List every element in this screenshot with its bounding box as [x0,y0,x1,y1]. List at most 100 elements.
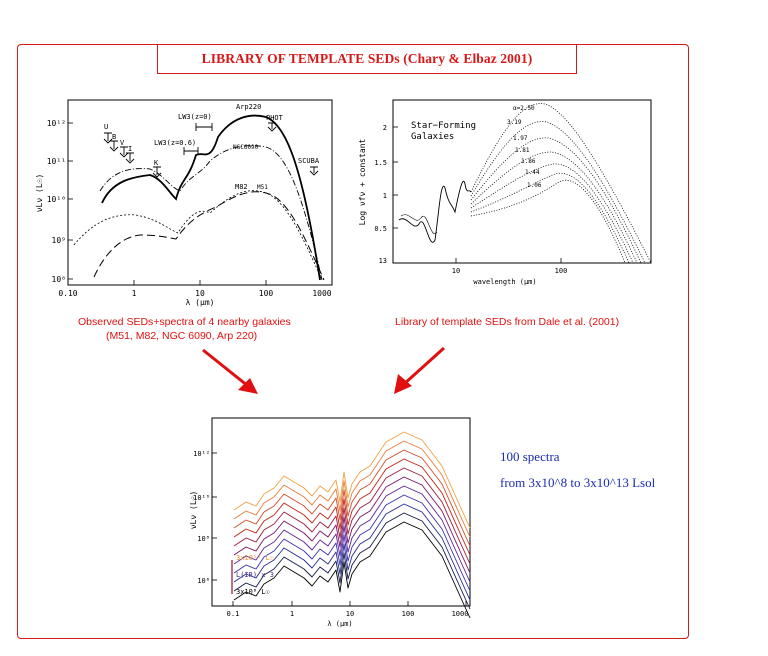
template-line [233,476,471,574]
x-tick-label: 100 [555,267,568,275]
x-tick-label: 1 [132,289,137,298]
template-curve [470,103,652,264]
u-band-label: U [104,123,108,131]
phot-marker [267,122,277,132]
template-line [233,512,471,610]
lw3-z0-bar [195,123,213,131]
legend-mid-label: L(IR) x 3 [236,571,274,579]
x-tick-label: 10 [346,610,354,618]
x-axis-label: λ (μm) [327,620,352,628]
template-lines [233,431,471,619]
x-tick-label: 10 [195,289,205,298]
left-arrow [202,348,258,394]
panel-label: Galaxies [411,132,454,142]
y-tick-label: 10⁸ [197,535,210,543]
k-band-marker [152,166,162,178]
phot-label: PHOT [266,114,284,122]
legend-top-label: 3x10¹³ L☉ [236,554,274,562]
right-arrow [394,346,446,394]
x-axis-label: wavelength (μm) [473,278,536,286]
y-tick-label: 10⁸ [52,275,66,284]
plot-frame [211,417,471,607]
template-line [233,485,471,583]
x-tick-label: 1000 [452,610,469,618]
ngc6090-sed-line [99,145,323,281]
i-band-marker [125,152,135,164]
m82-label: M82 [235,183,248,191]
caption-line: Observed SEDs+spectra of 4 nearby galaxi… [78,316,291,328]
alpha-label: 1.06 [527,182,542,189]
template-curve [470,151,638,264]
panel-label: Star−Forming [411,121,476,131]
alpha-label: α=2.50 [513,105,535,112]
b-band-marker [109,140,119,152]
x-tick-label: 100 [402,610,415,618]
right-panel-caption: Library of template SEDs from Dale et al… [395,316,620,328]
arp220-sed-line [101,114,321,281]
i-band-label: I [128,145,132,153]
template-pah-region [398,180,472,243]
scuba-marker [309,166,319,176]
page-title: LIBRARY OF TEMPLATE SEDs (Chary & Elbaz … [201,51,533,66]
plot-frame [392,99,652,264]
x-tick-label: 10 [452,267,460,275]
note-text: spectra [522,449,560,464]
ngc6090-label: NGC6090 [233,144,259,151]
x-tick-label: 100 [259,289,274,298]
y-axis-label: νLν (L☉) [35,174,44,213]
alpha-label: 1.97 [513,135,528,142]
alpha-label: 3.19 [507,119,522,126]
observed-seds-plot: 0.10 1 10 100 1000 10¹² 10¹¹ 10¹⁰ 10⁹ 10… [35,99,333,307]
y-tick-label: 13 [379,257,387,265]
y-tick-label: 2 [383,124,387,132]
y-tick-label: 10¹² [193,450,210,458]
legend-bottom-label: 3x10⁸ L☉ [236,588,270,596]
template-line [233,503,471,601]
x-tick-label: 1 [290,610,294,618]
y-tick-label: 1.5 [374,159,387,167]
alpha-label: 1.86 [521,158,536,165]
x-tick-label: 0.10 [58,289,77,298]
ce01-library-plot: 0.1 1 10 100 1000 10¹² 10¹⁰ 10⁸ 10⁶ λ (μ… [189,417,471,628]
template-line [233,440,471,538]
template-line [233,431,471,529]
x-tick-label: 1000 [312,289,331,298]
lw3-z06-bar [183,147,199,155]
b-band-label: B [112,133,116,141]
m51-sed-line [93,191,325,281]
dale-templates-plot: 10 100 2 1.5 1 0.5 13 wavelength (μm) Lo… [358,99,652,286]
m82-sed-line [73,190,323,281]
template-line [233,494,471,592]
arp220-label: Arp220 [236,103,261,111]
m51-label: M51 [257,184,268,191]
note-line: 100 spectra [500,444,685,470]
title-box: LIBRARY OF TEMPLATE SEDs (Chary & Elbaz … [157,44,577,74]
template-line [233,467,471,565]
note-count: 100 [500,449,520,464]
y-tick-label: 10¹¹ [47,157,66,166]
left-panel-caption: Observed SEDs+spectra of 4 nearby galaxi… [78,315,348,343]
y-tick-label: 10⁶ [197,577,210,585]
v-band-label: V [120,139,125,147]
scuba-label: SCUBA [298,157,320,165]
x-tick-label: 0.1 [227,610,240,618]
y-tick-label: 10¹⁰ [47,195,66,204]
y-tick-label: 0.5 [374,225,387,233]
u-band-marker [103,132,113,144]
lw3-z0-label: LW3(z=0) [178,113,212,121]
y-tick-label: 10¹⁰ [193,494,210,502]
spectra-note: 100 spectra from 3x10^8 to 3x10^13 Lsol [500,444,685,496]
v-band-marker [119,146,129,158]
y-tick-label: 10⁹ [52,236,66,245]
alpha-label: 1.81 [515,147,530,154]
template-pah-region [400,214,438,235]
k-band-label: K [154,159,159,167]
caption-line: (M51, M82, NGC 6090, Arp 220) [106,330,258,342]
y-tick-label: 10¹² [47,119,66,128]
lw3-z06-label: LW3(z=0.6) [154,139,196,147]
y-tick-label: 1 [383,192,387,200]
x-axis-label: λ (μm) [186,298,215,307]
y-axis-label: Log νfν + constant [358,138,367,225]
template-line [233,449,471,547]
